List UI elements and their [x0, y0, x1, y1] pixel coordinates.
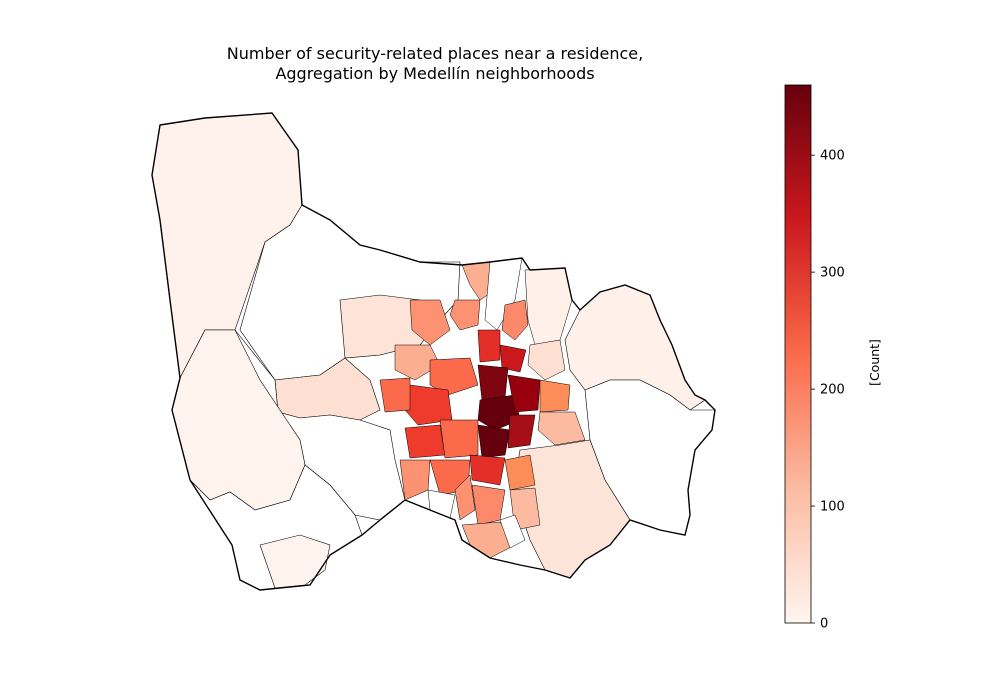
urban-neighborhoods [379, 257, 586, 559]
nb-centre-south [477, 424, 511, 459]
nb-north-2 [501, 299, 529, 341]
colorbar-tick-label: 300 [820, 266, 845, 281]
nb-north-centre [477, 329, 501, 363]
map-title: Number of security-related places near a… [130, 44, 740, 84]
map-title-line-2: Aggregation by Medellín neighborhoods [275, 64, 595, 83]
colorbar-label: [Count] [866, 339, 882, 386]
nb-southwest-b [439, 419, 479, 459]
nb-north-centre-2 [499, 344, 527, 373]
nb-south-a [454, 474, 476, 521]
colorbar-tick-label: 200 [820, 383, 845, 398]
nb-south-d [461, 521, 516, 559]
nb-northeast-2 [527, 339, 566, 381]
nb-centre-north [477, 364, 509, 401]
colorbar-tick-label: 400 [820, 149, 845, 164]
nb-east-a [539, 379, 571, 413]
east-region [514, 284, 716, 579]
nb-north-west-2 [449, 299, 481, 331]
nb-east-b [537, 411, 586, 446]
nb-west-a [409, 299, 451, 346]
rural-regions [151, 112, 461, 591]
nb-white-2 [499, 514, 526, 549]
nb-south-c [471, 484, 506, 526]
colorbar-tick-label: 0 [820, 617, 828, 632]
municipal-boundary [151, 112, 716, 591]
nb-centre-east [507, 374, 541, 413]
nb-south-e [504, 454, 536, 491]
nb-northeast-1 [524, 267, 573, 346]
nb-west-b [394, 344, 441, 381]
nb-southwest-c [399, 459, 431, 501]
nb-white-1 [427, 489, 456, 519]
nb-west-c [429, 357, 479, 396]
nb-west-d [404, 384, 453, 426]
colorbar-tick-label: 100 [820, 500, 845, 515]
nb-south-b [469, 454, 506, 486]
nb-centre-south-2 [507, 414, 536, 449]
nb-southwest-a [404, 424, 446, 459]
nb-west-e [379, 377, 411, 413]
map-title-line-1: Number of security-related places near a… [226, 44, 644, 63]
colorbar-gradient [784, 84, 812, 624]
colorbar-ticks: 0 100 200 300 400 [811, 149, 845, 632]
colorbar: 0 100 200 300 400 [784, 84, 845, 632]
